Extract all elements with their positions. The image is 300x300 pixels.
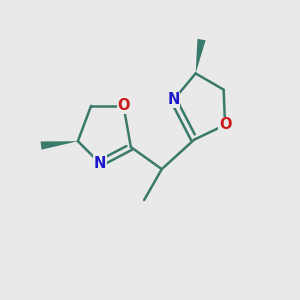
Text: O: O	[117, 98, 130, 113]
Polygon shape	[196, 39, 206, 74]
Polygon shape	[40, 141, 78, 150]
Text: N: N	[167, 92, 180, 107]
Text: N: N	[94, 156, 106, 171]
Text: O: O	[219, 118, 231, 133]
